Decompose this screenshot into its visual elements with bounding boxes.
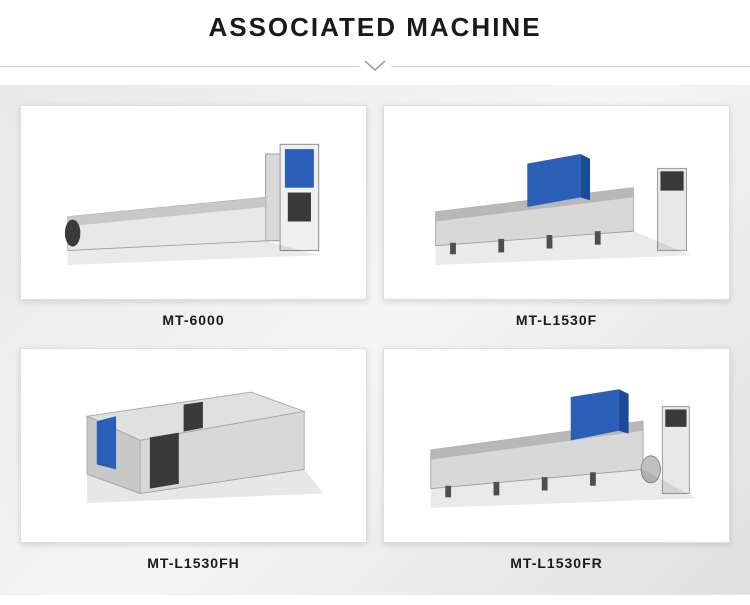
product-grid: MT-6000 MT-L1530F [0,85,750,595]
chevron-down-icon [363,59,387,73]
product-card: MT-L1530F [383,105,730,332]
product-image [20,348,367,543]
page-title: ASSOCIATED MACHINE [0,12,750,43]
product-label: MT-6000 [20,300,367,332]
machine-illustration [401,125,712,279]
product-image [20,105,367,300]
product-label: MT-L1530FR [383,543,730,575]
product-image [383,348,730,543]
product-card: MT-L1530FR [383,348,730,575]
product-label: MT-L1530F [383,300,730,332]
divider [0,59,750,73]
product-card: MT-6000 [20,105,367,332]
divider-line-left [0,66,359,67]
divider-line-right [391,66,750,67]
product-label: MT-L1530FH [20,543,367,575]
machine-illustration [38,368,349,522]
machine-illustration [38,125,349,279]
machine-illustration [401,368,712,522]
header: ASSOCIATED MACHINE [0,0,750,51]
product-card: MT-L1530FH [20,348,367,575]
product-image [383,105,730,300]
